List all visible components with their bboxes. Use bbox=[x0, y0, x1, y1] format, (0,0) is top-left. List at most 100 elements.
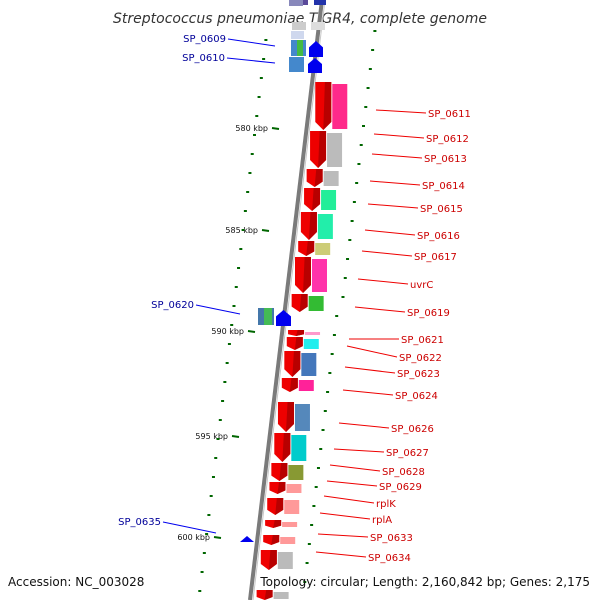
map-title: Streptococcus pneumoniae TIGR4, complete… bbox=[113, 11, 487, 27]
minor-tick bbox=[198, 590, 202, 592]
scale-tick: 580 kbp bbox=[235, 124, 280, 133]
forward-gene-name: rplK bbox=[376, 499, 396, 510]
forward-gene-shade bbox=[289, 378, 298, 392]
minor-tick bbox=[237, 267, 241, 269]
minor-tick bbox=[241, 229, 245, 231]
minor-tick bbox=[319, 448, 323, 450]
cog-block bbox=[308, 296, 324, 311]
minor-tick bbox=[335, 315, 339, 317]
forward-gene-name: SP_0629 bbox=[379, 482, 422, 493]
forward-gene-name: SP_0627 bbox=[386, 448, 429, 459]
scale-tick: 600 kbp bbox=[177, 533, 222, 542]
scale-tick: 590 kbp bbox=[211, 327, 256, 336]
minor-tick bbox=[355, 182, 359, 184]
minor-tick bbox=[343, 277, 347, 279]
minor-tick bbox=[348, 239, 352, 241]
forward-gene-label: SP_0624 bbox=[342, 389, 438, 402]
forward-gene-label: SP_0613 bbox=[371, 153, 467, 165]
cog-block bbox=[315, 243, 331, 255]
cog-block bbox=[312, 259, 327, 292]
forward-gene-label: SP_0628 bbox=[329, 464, 425, 478]
forward-gene-name: rplA bbox=[372, 515, 392, 526]
minor-tick bbox=[225, 362, 229, 364]
forward-gene-name: SP_0626 bbox=[391, 424, 434, 435]
forward-gene-name: SP_0616 bbox=[417, 231, 460, 242]
cog-block bbox=[292, 22, 306, 30]
cog-block bbox=[277, 552, 293, 569]
reverse-gene-name: SP_0610 bbox=[182, 53, 225, 64]
minor-tick bbox=[239, 248, 243, 250]
cog-block bbox=[264, 308, 272, 325]
forward-gene-label: SP_0634 bbox=[315, 551, 411, 564]
forward-gene-label: SP_0619 bbox=[354, 306, 450, 319]
forward-gene-name: SP_0621 bbox=[401, 335, 444, 346]
forward-gene-shade bbox=[308, 212, 317, 240]
scale-tick: 595 kbp bbox=[195, 432, 240, 441]
cog-block bbox=[301, 353, 317, 376]
forward-gene-name: SP_0617 bbox=[414, 252, 457, 263]
minor-tick bbox=[230, 324, 234, 326]
minor-tick bbox=[202, 552, 206, 554]
scale-tick-label: 595 kbp bbox=[195, 432, 228, 441]
reverse-gene-arrow bbox=[309, 41, 323, 57]
feature-top-remnant bbox=[314, 0, 326, 5]
minor-tick bbox=[221, 400, 225, 402]
forward-gene-shade bbox=[296, 330, 305, 336]
forward-gene-name: SP_0628 bbox=[382, 467, 425, 478]
forward-gene-shade bbox=[323, 82, 332, 130]
gene-labels: SP_0611 SP_0612 SP_0613 SP_0614 SP_0615 SP_06… bbox=[118, 34, 471, 564]
cog-block bbox=[323, 171, 339, 186]
minor-tick bbox=[305, 562, 309, 564]
cog-block bbox=[284, 500, 300, 514]
cog-block bbox=[321, 190, 337, 210]
forward-gene-shade bbox=[268, 550, 277, 570]
minor-tick bbox=[246, 191, 250, 193]
cog-block bbox=[294, 404, 310, 431]
minor-tick bbox=[321, 429, 325, 431]
minor-tick bbox=[205, 533, 209, 535]
cog-block bbox=[289, 0, 303, 6]
reverse-gene-label: SP_0610 bbox=[182, 53, 276, 64]
minor-tick bbox=[200, 571, 204, 573]
scale-tick: 585 kbp bbox=[225, 226, 270, 235]
cog-block bbox=[291, 435, 307, 461]
minor-tick bbox=[310, 524, 314, 526]
minor-tick bbox=[323, 410, 327, 412]
reverse-gene-name: SP_0609 bbox=[183, 34, 226, 45]
forward-gene-shade bbox=[277, 482, 286, 494]
minor-tick bbox=[214, 457, 218, 459]
reverse-gene-arrow bbox=[240, 536, 254, 542]
forward-gene-shade bbox=[279, 463, 288, 481]
cog-block bbox=[291, 31, 304, 39]
minor-tick bbox=[207, 514, 211, 516]
cog-block bbox=[317, 214, 333, 239]
forward-gene-label: uvrC bbox=[357, 278, 433, 291]
forward-gene-name: SP_0622 bbox=[399, 353, 442, 364]
forward-gene-shade bbox=[273, 520, 282, 528]
minor-tick bbox=[303, 581, 307, 583]
forward-gene-label: SP_0621 bbox=[349, 335, 444, 346]
minor-tick bbox=[216, 438, 220, 440]
minor-tick bbox=[373, 30, 377, 32]
cog-block bbox=[303, 339, 319, 349]
forward-gene-shade bbox=[282, 433, 291, 462]
scale-tick-label: 580 kbp bbox=[235, 124, 268, 133]
cog-block bbox=[327, 133, 343, 167]
forward-gene-shade bbox=[271, 535, 280, 545]
minor-tick bbox=[362, 125, 365, 127]
cog-block bbox=[311, 22, 325, 30]
forward-gene-label: SP_0627 bbox=[333, 448, 429, 459]
cog-block bbox=[282, 522, 298, 527]
forward-gene-label: SP_0611 bbox=[375, 109, 471, 120]
minor-tick bbox=[346, 258, 350, 260]
minor-tick bbox=[326, 391, 330, 393]
forward-gene-label: SP_0626 bbox=[338, 422, 434, 435]
forward-gene-shade bbox=[303, 257, 311, 293]
forward-gene-name: SP_0624 bbox=[395, 391, 438, 402]
forward-gene-shade bbox=[292, 351, 301, 377]
minor-tick bbox=[330, 353, 334, 355]
cog-block bbox=[297, 40, 303, 56]
minor-tick bbox=[359, 144, 363, 146]
forward-gene-shade bbox=[318, 131, 327, 168]
minor-tick bbox=[255, 115, 259, 117]
